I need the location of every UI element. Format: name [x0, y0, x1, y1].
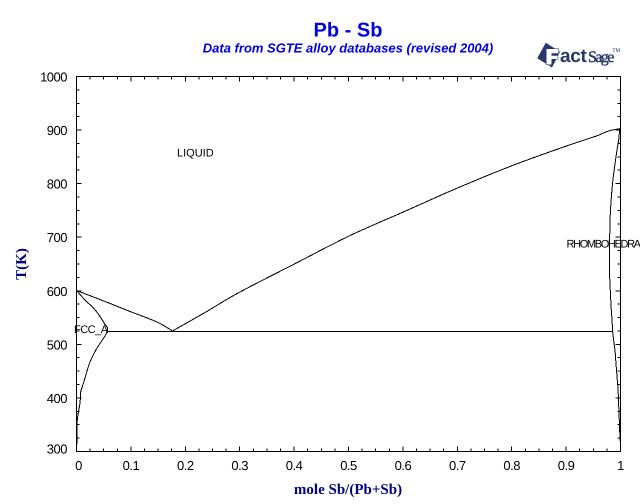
svg-text:400: 400 [47, 391, 67, 406]
svg-text:700: 700 [47, 230, 67, 245]
svg-text:900: 900 [47, 123, 67, 138]
svg-text:0.4: 0.4 [286, 458, 303, 473]
svg-text:0.6: 0.6 [395, 458, 412, 473]
svg-text:0.7: 0.7 [449, 458, 466, 473]
svg-text:0.2: 0.2 [177, 458, 194, 473]
svg-text:0: 0 [75, 458, 82, 473]
svg-text:Data from SGTE alloy databases: Data from SGTE alloy databases (revised … [203, 41, 493, 56]
svg-text:T(K): T(K) [14, 248, 30, 280]
svg-text:RHOMBOHEDRAL: RHOMBOHEDRAL [567, 239, 640, 251]
svg-text:800: 800 [47, 177, 67, 192]
svg-text:0.9: 0.9 [558, 458, 575, 473]
svg-text:0.3: 0.3 [231, 458, 248, 473]
svg-text:TM: TM [612, 48, 620, 54]
svg-text:LIQUID: LIQUID [177, 148, 214, 160]
svg-text:Sage: Sage [588, 49, 614, 66]
svg-text:act: act [560, 46, 588, 67]
svg-text:1: 1 [617, 458, 624, 473]
svg-text:mole Sb/(Pb+Sb): mole Sb/(Pb+Sb) [294, 482, 402, 498]
svg-text:0.1: 0.1 [123, 458, 140, 473]
svg-text:600: 600 [47, 284, 67, 299]
svg-text:1000: 1000 [40, 70, 67, 85]
svg-text:300: 300 [47, 442, 67, 457]
svg-text:500: 500 [47, 337, 67, 352]
svg-text:FCC_A: FCC_A [74, 324, 109, 336]
svg-text:0.8: 0.8 [503, 458, 520, 473]
svg-text:0.5: 0.5 [340, 458, 357, 473]
svg-text:Pb - Sb: Pb - Sb [314, 20, 383, 42]
